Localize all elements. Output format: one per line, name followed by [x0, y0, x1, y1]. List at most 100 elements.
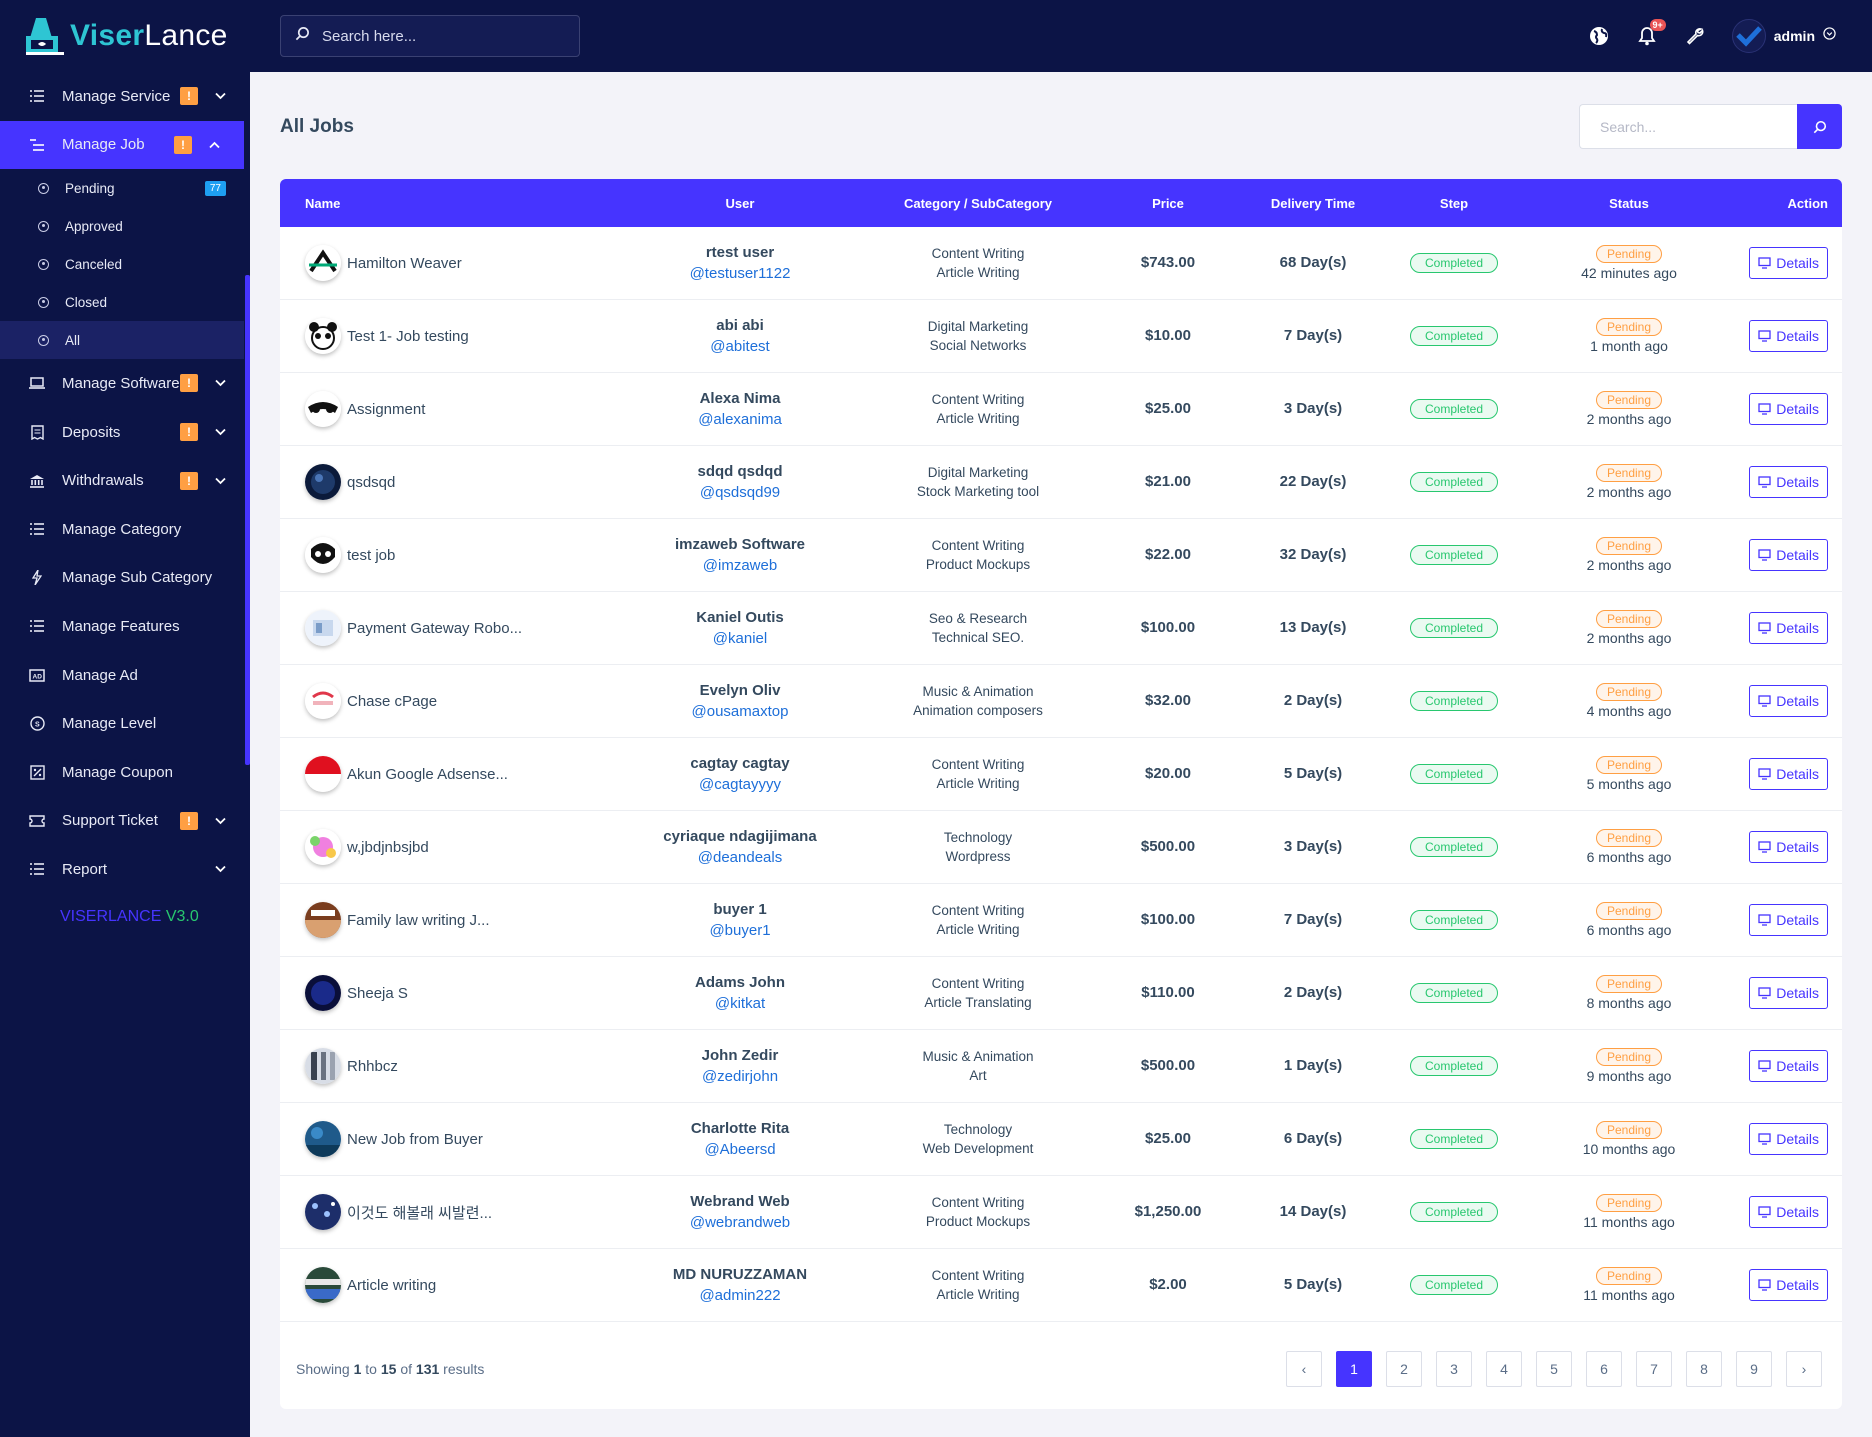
- job-name-cell: test job: [280, 537, 620, 573]
- user-handle-link[interactable]: @webrandweb: [689, 1214, 791, 1231]
- pagination-page-6[interactable]: 6: [1586, 1351, 1622, 1387]
- pagination-page-1[interactable]: 1: [1336, 1351, 1372, 1387]
- user-handle-link[interactable]: @alexanima: [698, 411, 782, 428]
- user-handle-link[interactable]: @imzaweb: [702, 557, 778, 574]
- table-body: Hamilton Weaver rtest user @testuser1122 Co…: [280, 227, 1842, 1322]
- jobs-search-button[interactable]: [1797, 104, 1842, 149]
- details-button[interactable]: Details: [1749, 685, 1828, 717]
- sidebar-item-deposits[interactable]: Deposits!: [0, 408, 250, 457]
- user-handle-link[interactable]: @ousamaxtop: [691, 703, 789, 720]
- details-button[interactable]: Details: [1749, 977, 1828, 1009]
- user-handle-link[interactable]: @cagtayyyy: [699, 776, 781, 793]
- pagination-page-4[interactable]: 4: [1486, 1351, 1522, 1387]
- submenu-item-all[interactable]: All: [0, 321, 244, 360]
- user-handle-link[interactable]: @Abeersd: [704, 1141, 776, 1158]
- pagination-page-3[interactable]: 3: [1436, 1351, 1472, 1387]
- details-button[interactable]: Details: [1749, 466, 1828, 498]
- submenu-item-approved[interactable]: Approved: [0, 207, 244, 245]
- details-button[interactable]: Details: [1749, 1123, 1828, 1155]
- pagination-page-7[interactable]: 7: [1636, 1351, 1672, 1387]
- details-button[interactable]: Details: [1749, 247, 1828, 279]
- pagination-page-9[interactable]: 9: [1736, 1351, 1772, 1387]
- sidebar-scrollbar[interactable]: [245, 275, 250, 765]
- status-badge: Pending: [1595, 318, 1663, 336]
- warning-badge: !: [180, 87, 198, 106]
- details-button[interactable]: Details: [1749, 612, 1828, 644]
- details-button-label: Details: [1776, 620, 1819, 636]
- user-handle-link[interactable]: @zedirjohn: [701, 1068, 779, 1085]
- details-button[interactable]: Details: [1749, 1196, 1828, 1228]
- details-button[interactable]: Details: [1749, 1269, 1828, 1301]
- list-icon: [28, 521, 46, 537]
- list-icon: [28, 861, 46, 877]
- action-cell: Details: [1736, 247, 1842, 279]
- status-badge: Pending: [1595, 1194, 1663, 1212]
- details-button-label: Details: [1776, 474, 1819, 490]
- globe-icon[interactable]: [1588, 25, 1610, 47]
- sidebar-item-withdrawals[interactable]: Withdrawals!: [0, 456, 250, 505]
- price: $110.00: [1141, 984, 1195, 1001]
- user-handle-link[interactable]: @deandeals: [697, 849, 783, 866]
- user-handle-link[interactable]: @admin222: [699, 1287, 781, 1304]
- job-name: Sheeja S: [347, 984, 408, 1002]
- wrench-icon[interactable]: [1684, 25, 1706, 47]
- subcategory: Article Writing: [936, 265, 1020, 280]
- sidebar-item-label: Manage Category: [62, 520, 182, 538]
- pagination-next-button[interactable]: ›: [1786, 1351, 1822, 1387]
- details-button[interactable]: Details: [1749, 904, 1828, 936]
- submenu-item-pending[interactable]: Pending 77: [0, 169, 244, 207]
- user-handle-link[interactable]: @buyer1: [709, 922, 771, 939]
- admin-menu[interactable]: admin: [1731, 19, 1836, 53]
- pagination-page-2[interactable]: 2: [1386, 1351, 1422, 1387]
- user-handle-link[interactable]: @kitkat: [714, 995, 766, 1012]
- brand-logo[interactable]: ViserLance: [0, 0, 250, 72]
- sidebar-item-manage-software[interactable]: Manage Software!: [0, 359, 250, 408]
- sidebar-item-support-ticket[interactable]: Support Ticket!: [0, 797, 250, 846]
- job-name-cell: Test 1- Job testing: [280, 318, 620, 354]
- job-name: New Job from Buyer: [347, 1130, 483, 1148]
- sidebar-item-manage-service[interactable]: Manage Service!: [0, 72, 250, 121]
- pagination-page-8[interactable]: 8: [1686, 1351, 1722, 1387]
- details-button[interactable]: Details: [1749, 1050, 1828, 1082]
- user-handle-link[interactable]: @qsdsqd99: [699, 484, 781, 501]
- details-button[interactable]: Details: [1749, 539, 1828, 571]
- submenu-item-label: Closed: [65, 294, 108, 310]
- sidebar-item-manage-ad[interactable]: AD Manage Ad: [0, 651, 250, 700]
- bell-icon[interactable]: 9+: [1636, 19, 1666, 47]
- step-badge: Completed: [1409, 1202, 1499, 1222]
- details-button[interactable]: Details: [1749, 831, 1828, 863]
- pagination-page-5[interactable]: 5: [1536, 1351, 1572, 1387]
- sidebar-item-manage-sub-category[interactable]: Manage Sub Category: [0, 554, 250, 603]
- details-button[interactable]: Details: [1749, 393, 1828, 425]
- menu-icon: [28, 137, 46, 153]
- sidebar-item-manage-category[interactable]: Manage Category: [0, 505, 250, 554]
- pagination-prev-button[interactable]: ‹: [1286, 1351, 1322, 1387]
- sidebar-item-manage-coupon[interactable]: Manage Coupon: [0, 748, 250, 797]
- global-search-input[interactable]: [322, 27, 562, 45]
- sidebar-item-manage-job[interactable]: Manage Job!: [0, 120, 244, 170]
- step-cell: Completed: [1386, 691, 1522, 711]
- category: Digital Marketing: [927, 319, 1029, 334]
- user-handle-link[interactable]: @kaniel: [712, 630, 768, 647]
- monitor-icon: [1758, 914, 1771, 926]
- table-row: Rhhbcz John Zedir @zedirjohn Music & Animat…: [280, 1030, 1842, 1103]
- sidebar-item-manage-features[interactable]: Manage Features: [0, 602, 250, 651]
- price-cell: $743.00: [1096, 254, 1240, 272]
- delivery-cell: 7 Day(s): [1240, 911, 1386, 929]
- sidebar-item-report[interactable]: Report: [0, 845, 250, 894]
- jobs-search-input[interactable]: [1579, 104, 1797, 149]
- user-handle-link[interactable]: @testuser1122: [689, 265, 791, 282]
- submenu-item-closed[interactable]: Closed: [0, 283, 244, 321]
- delivery-time: 13 Day(s): [1279, 619, 1347, 636]
- submenu-item-canceled[interactable]: Canceled: [0, 245, 244, 283]
- step-cell: Completed: [1386, 1129, 1522, 1149]
- details-button[interactable]: Details: [1749, 320, 1828, 352]
- version-label: VISERLANCE V3.0: [60, 907, 199, 925]
- sidebar-item-manage-level[interactable]: S Manage Level: [0, 699, 250, 748]
- user-handle-link[interactable]: @abitest: [710, 338, 770, 355]
- details-button[interactable]: Details: [1749, 758, 1828, 790]
- global-search[interactable]: [280, 15, 580, 57]
- status-time: 2 months ago: [1586, 557, 1672, 573]
- search-icon: [1813, 120, 1826, 133]
- sidebar-item-label: Manage Ad: [62, 666, 138, 684]
